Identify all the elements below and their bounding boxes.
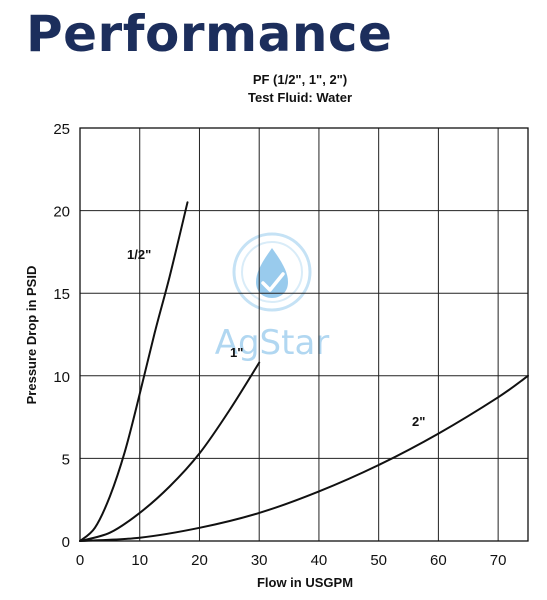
x-tick-label: 70 bbox=[490, 552, 507, 569]
series-label-half-inch: 1/2" bbox=[127, 247, 151, 262]
series-line-0 bbox=[79, 201, 189, 542]
watermark: AgStar bbox=[215, 232, 330, 363]
y-tick-label: 0 bbox=[62, 534, 70, 551]
watermark-text: AgStar bbox=[215, 323, 330, 363]
x-tick-label: 50 bbox=[370, 552, 387, 569]
series-label-one-inch: 1" bbox=[230, 345, 243, 360]
x-tick-label: 0 bbox=[76, 552, 84, 569]
chart-subtitle: Test Fluid: Water bbox=[248, 90, 352, 105]
water-drop-check-icon bbox=[232, 232, 312, 312]
y-axis-label: Pressure Drop in PSID bbox=[24, 266, 39, 405]
y-tick-label: 15 bbox=[53, 286, 70, 303]
x-tick-label: 30 bbox=[251, 552, 268, 569]
x-tick-label: 40 bbox=[311, 552, 328, 569]
chart-ticks: 0 10 20 30 40 50 60 70 0 5 10 15 20 25 bbox=[53, 121, 506, 569]
y-tick-label: 5 bbox=[62, 451, 70, 468]
x-tick-label: 20 bbox=[191, 552, 208, 569]
plot-frame bbox=[79, 127, 529, 542]
chart-series bbox=[79, 201, 529, 542]
chart-title: PF (1/2", 1", 2") bbox=[253, 72, 347, 87]
x-tick-label: 60 bbox=[430, 552, 447, 569]
y-tick-label: 25 bbox=[53, 121, 70, 138]
y-tick-label: 10 bbox=[53, 369, 70, 386]
page-heading: Performance bbox=[26, 5, 393, 63]
series-line-2 bbox=[79, 374, 529, 542]
x-tick-label: 10 bbox=[131, 552, 148, 569]
y-tick-label: 20 bbox=[53, 204, 70, 221]
series-label-two-inch: 2" bbox=[412, 414, 425, 429]
series-line-1 bbox=[79, 361, 261, 542]
x-axis-label: Flow in USGPM bbox=[257, 575, 353, 590]
